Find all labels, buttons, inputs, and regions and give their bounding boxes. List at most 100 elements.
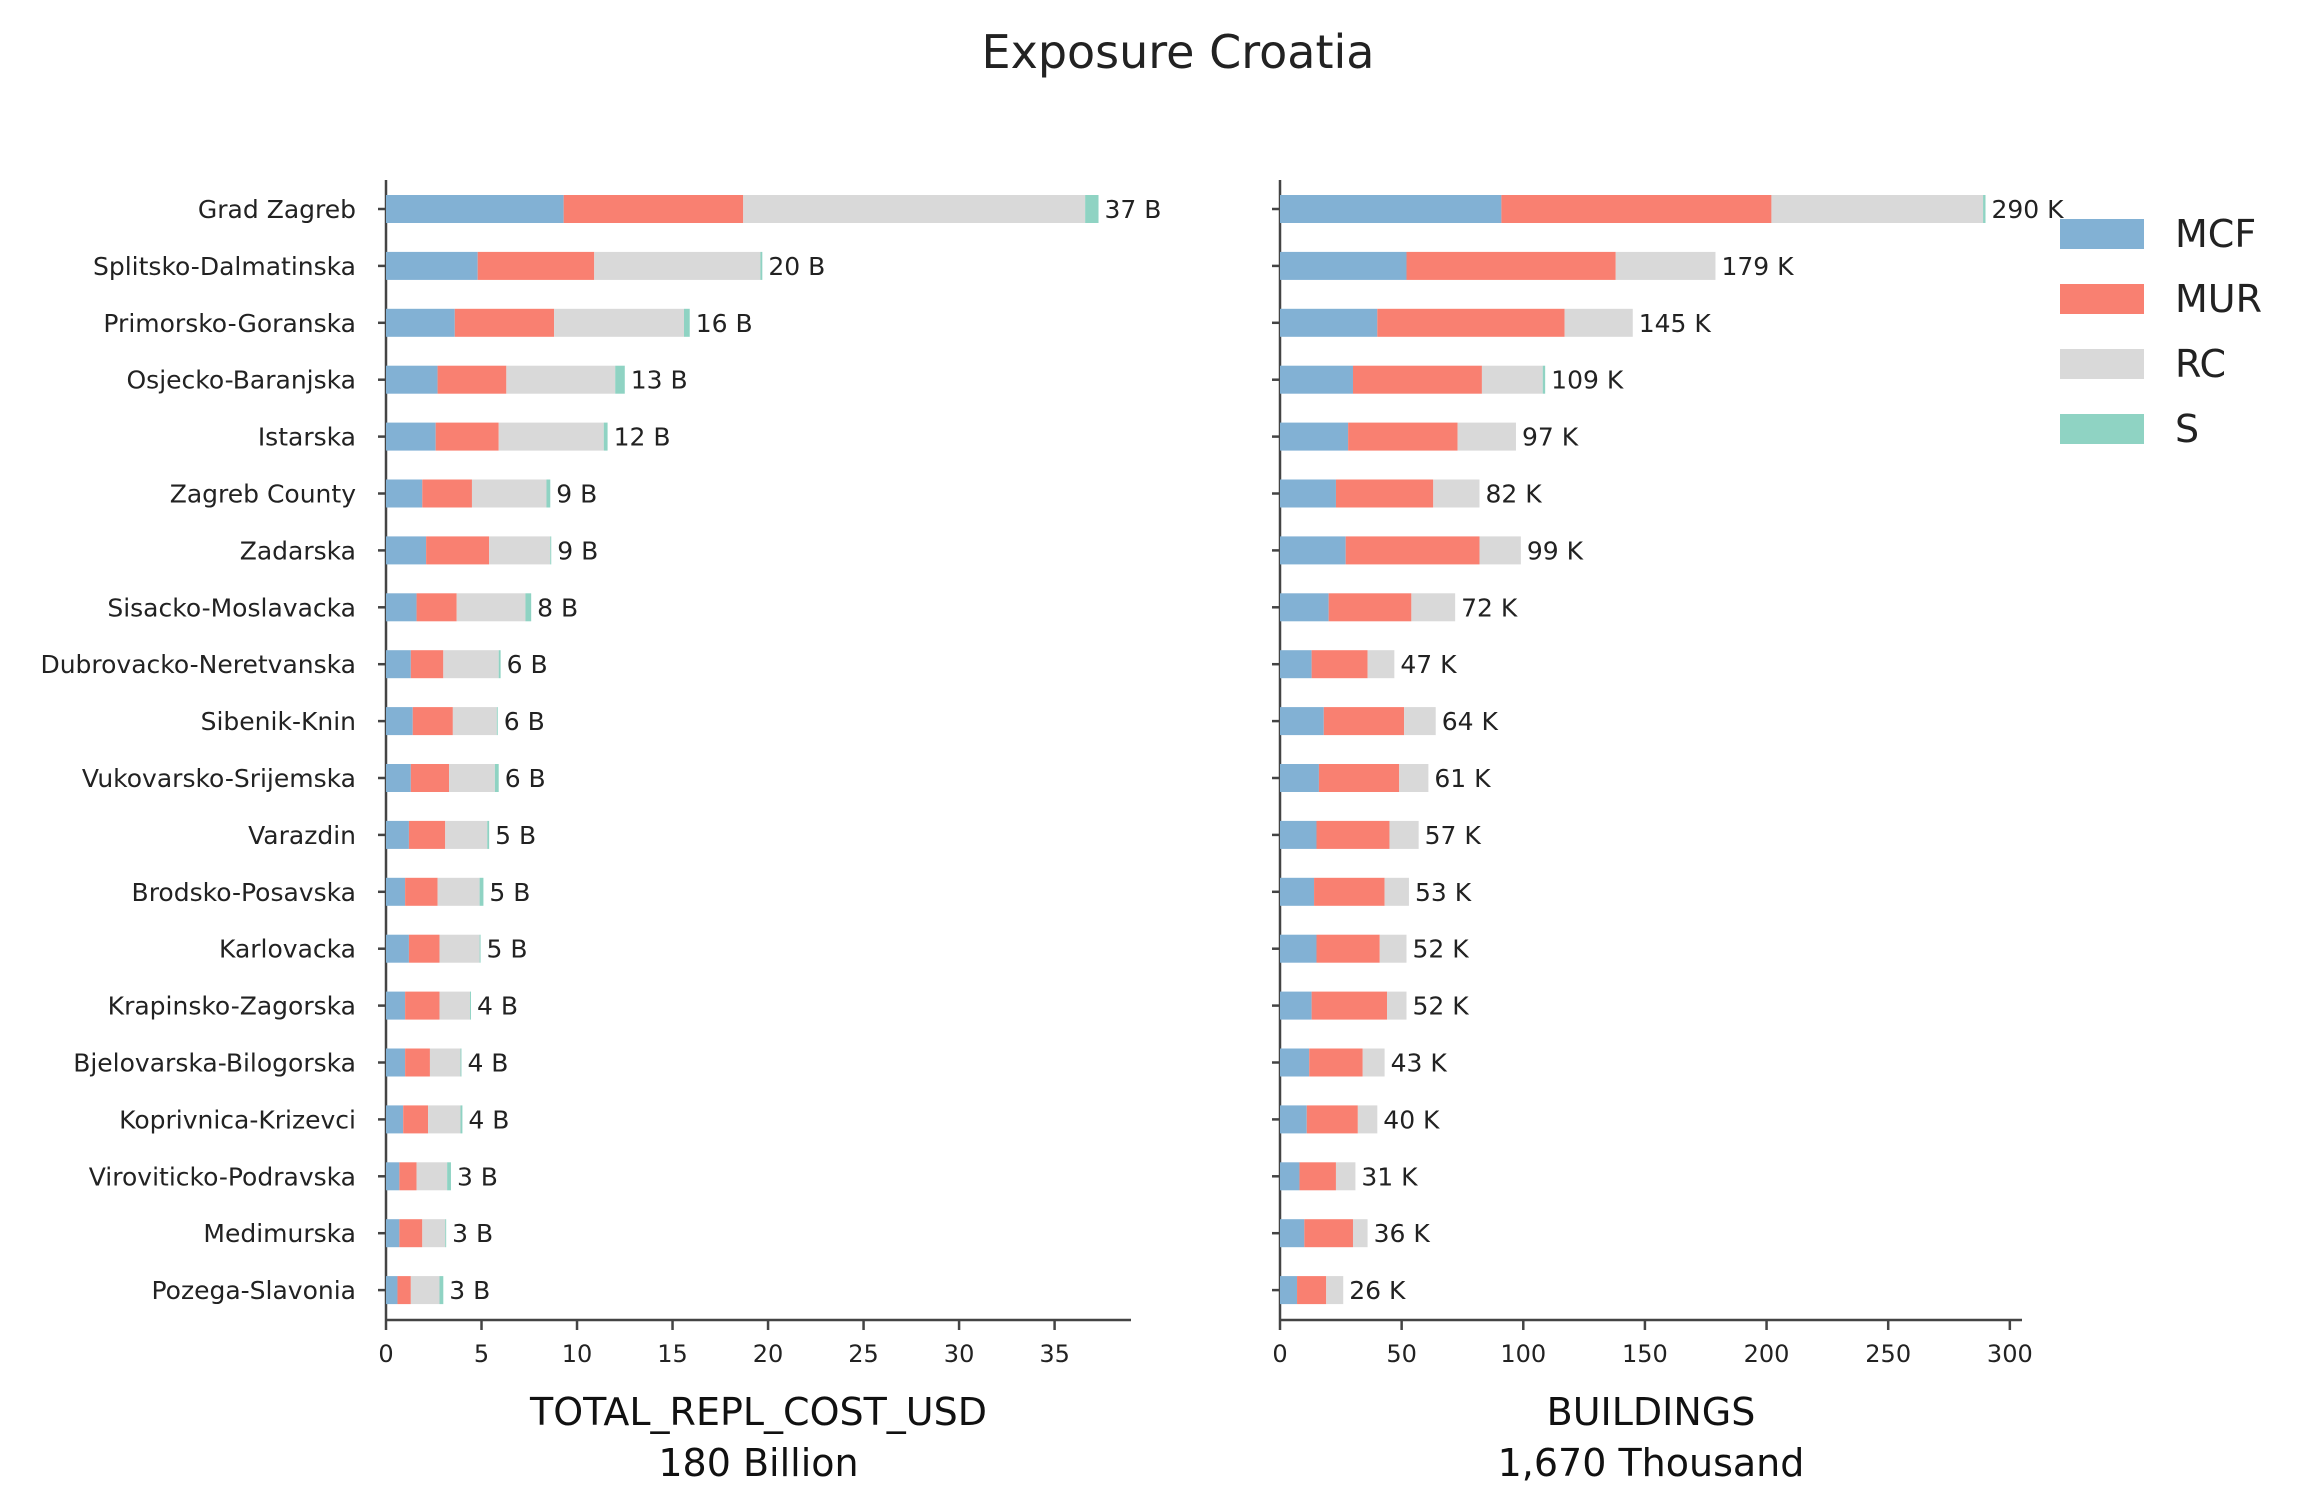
bar-segment-mur [405, 1048, 430, 1077]
data-label: 36 K [1374, 1219, 1431, 1248]
x-tick-label: 50 [1386, 1340, 1417, 1368]
bar-segment-mur [1501, 195, 1772, 223]
bar-segment-mur [1304, 1219, 1353, 1248]
data-label: 5 B [489, 878, 530, 907]
bar-segment-mur [397, 1276, 411, 1305]
bar-segment-s [1085, 195, 1099, 223]
bar-segment-rc [456, 593, 526, 622]
x-tick-label: 30 [944, 1340, 975, 1368]
bar-segment-rc [554, 308, 684, 337]
bar-segment-mcf [386, 1048, 406, 1077]
bar-segment-mcf [1280, 934, 1317, 963]
bar-segment-mur [1377, 308, 1565, 337]
bar-segment-s [498, 650, 501, 679]
category-label: Dubrovacko-Neretvanska [40, 650, 356, 679]
x-tick-label: 100 [1500, 1340, 1546, 1368]
bar-segment-mur [412, 707, 453, 736]
data-label: 26 K [1349, 1276, 1406, 1305]
bar-segment-rc [452, 707, 497, 736]
bar-segment-mcf [386, 536, 427, 565]
x-tick-label: 200 [1744, 1340, 1790, 1368]
x-tick-label: 0 [378, 1340, 393, 1368]
bar-segment-mcf [1280, 308, 1378, 337]
bar-segment-rc [1384, 877, 1409, 906]
data-label: 179 K [1721, 252, 1794, 281]
bar-segment-mcf [386, 1105, 404, 1134]
bar-segment-mur [1316, 934, 1380, 963]
bar-segment-mur [405, 877, 438, 906]
bar-segment-rc [1479, 536, 1521, 565]
bar-segment-mcf [1280, 479, 1336, 508]
bar-segment-s [479, 877, 484, 906]
data-label: 3 B [457, 1162, 498, 1191]
bar-segment-rc [1326, 1276, 1344, 1305]
bar-segment-rc [449, 764, 495, 792]
x-tick-label: 300 [1987, 1340, 2033, 1368]
chart-title: Exposure Croatia [982, 25, 1375, 79]
bar-segment-mcf [1280, 650, 1312, 679]
bar-segment-mur [1314, 877, 1385, 906]
category-label: Koprivnica-Krizevci [119, 1105, 356, 1134]
x-tick-label: 35 [1039, 1340, 1070, 1368]
data-label: 37 B [1105, 195, 1162, 224]
bar-segment-rc [437, 877, 480, 906]
data-label: 6 B [507, 650, 548, 679]
data-label: 3 B [452, 1219, 493, 1248]
bar-segment-mur [1299, 1162, 1336, 1191]
bar-segment-mur [1345, 536, 1480, 565]
bar-segment-mur [1323, 707, 1405, 736]
bar-segment-mcf [386, 1276, 398, 1305]
data-label: 3 B [449, 1276, 490, 1305]
data-label: 290 K [1992, 195, 2065, 224]
bar-segment-rc [1404, 707, 1436, 736]
bar-segment-rc [1379, 934, 1407, 963]
bar-segment-rc [1433, 479, 1480, 508]
bar-segment-mur [1297, 1276, 1327, 1305]
bar-segment-mcf [386, 934, 409, 963]
x-axis-subtitle: 180 Billion [658, 1441, 858, 1485]
bar-segment-rc [1457, 422, 1516, 451]
x-tick-label: 150 [1622, 1340, 1668, 1368]
data-label: 13 B [631, 366, 688, 395]
bar-segment-rc [1352, 1219, 1368, 1248]
category-label: Splitsko-Dalmatinska [93, 252, 356, 281]
bar-segment-mcf [386, 422, 436, 451]
data-label: 4 B [468, 1105, 509, 1134]
data-label: 5 B [487, 935, 528, 964]
data-label: 31 K [1361, 1162, 1418, 1191]
data-label: 57 K [1425, 821, 1482, 850]
legend-label-mcf: MCF [2175, 212, 2256, 256]
bar-segment-mur [426, 536, 490, 565]
bar-segment-mur [1309, 1048, 1363, 1077]
data-label: 4 B [477, 992, 518, 1021]
bar-segment-s [615, 365, 625, 394]
data-label: 40 K [1383, 1105, 1440, 1134]
bar-segment-mcf [1280, 1105, 1307, 1134]
bar-segment-mcf [386, 308, 455, 337]
bar-segment-s [760, 251, 763, 280]
data-label: 43 K [1391, 1049, 1448, 1078]
data-label: 53 K [1415, 878, 1472, 907]
x-tick-label: 25 [848, 1340, 879, 1368]
bar-segment-mur [1335, 479, 1434, 508]
x-axis-title: BUILDINGS [1547, 1390, 1756, 1434]
data-label: 20 B [768, 252, 825, 281]
data-label: 72 K [1461, 593, 1518, 622]
bar-segment-mcf [386, 820, 409, 849]
data-label: 47 K [1400, 650, 1457, 679]
bar-segment-mur [435, 422, 499, 451]
x-tick-label: 5 [474, 1340, 489, 1368]
bar-segment-s [525, 593, 532, 622]
data-label: 5 B [495, 821, 536, 850]
bar-segment-rc [1367, 650, 1395, 679]
bar-segment-mcf [1280, 593, 1329, 622]
bar-segment-mcf [1280, 877, 1315, 906]
category-label: Istarska [258, 423, 356, 452]
bar-segment-mcf [386, 991, 406, 1020]
bar-segment-mcf [1280, 422, 1349, 451]
bar-segment-rc [1399, 764, 1429, 792]
legend-label-mur: MUR [2175, 277, 2262, 321]
bar-segment-s [487, 820, 490, 849]
data-label: 9 B [557, 536, 598, 565]
